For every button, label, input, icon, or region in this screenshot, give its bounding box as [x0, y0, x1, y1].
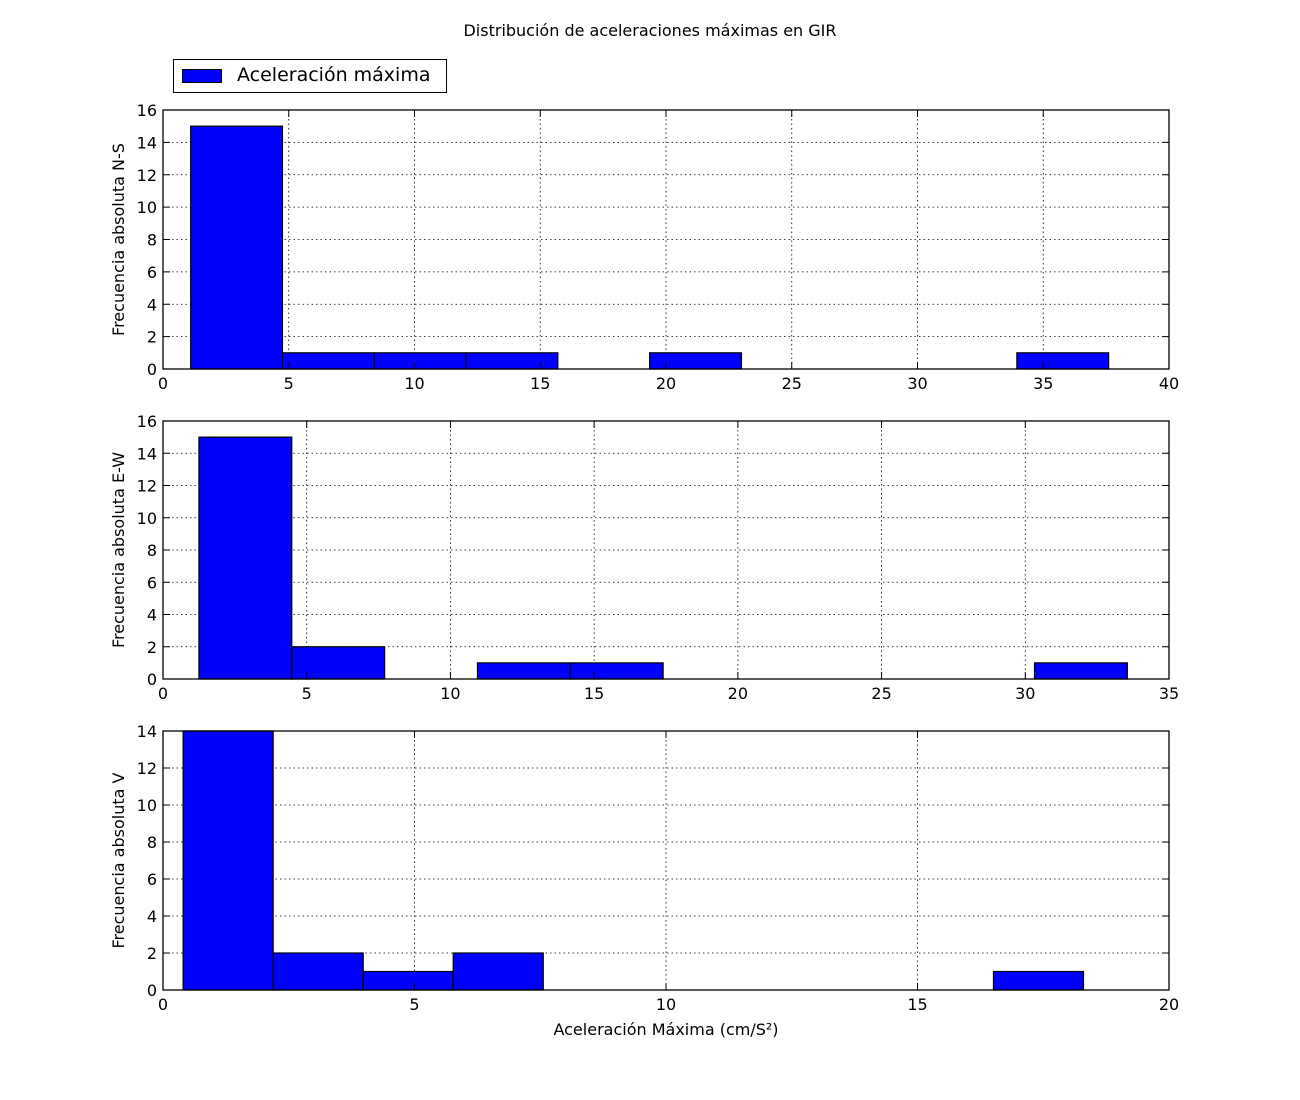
x-tick-label: 5 [409, 995, 419, 1014]
x-tick-label: 20 [656, 374, 676, 393]
y-tick-label: 16 [137, 101, 157, 120]
histogram-bar [1033, 662, 1128, 680]
x-axis-label: Aceleración Máxima (cm/S²) [553, 1020, 778, 1039]
x-tick-label: 15 [530, 374, 550, 393]
histogram-bar [291, 646, 386, 680]
y-tick-label: 4 [147, 295, 157, 314]
histogram-bar [476, 662, 571, 680]
y-tick-label: 4 [147, 907, 157, 926]
histogram-bar [362, 970, 454, 991]
x-tick-label: 10 [404, 374, 424, 393]
histogram-bar [1016, 352, 1110, 370]
x-tick-label: 5 [284, 374, 294, 393]
legend-label: Aceleración máxima [237, 64, 431, 86]
x-tick-label: 10 [656, 995, 676, 1014]
x-tick-label: 0 [158, 995, 168, 1014]
subplot-n-s: 0 5 10 15 20 25 30 35 40 0 2 4 6 8 10 12 14 16 Frecuencia … [109, 101, 1179, 393]
y-tick-label: 2 [147, 328, 157, 347]
histogram-bar [569, 662, 664, 680]
histogram-bar [190, 125, 284, 370]
histogram-bar [373, 352, 467, 370]
figure-title: Distribución de aceleraciones máximas en… [463, 21, 836, 40]
y-tick-label: 14 [137, 444, 157, 463]
histogram-bar [198, 436, 293, 680]
y-tick-label: 8 [147, 833, 157, 852]
y-tick-label: 14 [137, 133, 157, 152]
y-tick-label: 6 [147, 263, 157, 282]
x-tick-label: 0 [158, 684, 168, 703]
y-tick-label: 12 [137, 759, 157, 778]
x-tick-label: 20 [728, 684, 748, 703]
subplots: 0 5 10 15 20 25 30 35 400246810121416Frecuencia … [109, 101, 1179, 1039]
y-axis-label: Frecuencia absoluta V [109, 772, 128, 948]
y-tick-label: 12 [137, 166, 157, 185]
y-tick-label: 12 [137, 477, 157, 496]
x-tick-label: 20 [1159, 995, 1179, 1014]
y-tick-label: 14 [137, 722, 157, 741]
y-tick-label: 8 [147, 231, 157, 250]
histogram-bar [649, 352, 743, 370]
y-tick-label: 6 [147, 573, 157, 592]
x-tick-label: 25 [782, 374, 802, 393]
x-tick-label: 35 [1033, 374, 1053, 393]
histogram-bar [992, 970, 1085, 991]
y-tick-label: 2 [147, 944, 157, 963]
x-tick-label: 15 [907, 995, 927, 1014]
y-tick-label: 8 [147, 541, 157, 560]
histogram-bar [452, 952, 544, 991]
x-tick-label: 15 [584, 684, 604, 703]
histogram-bar [281, 352, 375, 370]
x-tick-label: 0 [158, 374, 168, 393]
x-tick-label: 10 [440, 684, 460, 703]
y-tick-label: 2 [147, 638, 157, 657]
x-tick-label: 35 [1159, 684, 1179, 703]
x-tick-label: 30 [1015, 684, 1035, 703]
y-tick-label: 10 [137, 509, 157, 528]
histogram-bar [272, 952, 364, 991]
x-tick-label: 5 [302, 684, 312, 703]
x-tick-label: 40 [1159, 374, 1179, 393]
y-tick-label: 10 [137, 198, 157, 217]
x-tick-label: 30 [907, 374, 927, 393]
y-axis-label: Frecuencia absoluta N-S [109, 143, 128, 336]
axes-frame [162, 730, 1170, 991]
histogram-bar [182, 730, 274, 991]
histogram-bar [465, 352, 559, 370]
y-tick-label: 4 [147, 606, 157, 625]
y-tick-label: 6 [147, 870, 157, 889]
legend-swatch [182, 69, 222, 83]
y-tick-label: 0 [147, 360, 157, 379]
legend: Aceleración máxima [173, 59, 447, 93]
y-tick-label: 16 [137, 412, 157, 431]
y-axis-label: Frecuencia absoluta E-W [109, 452, 128, 648]
y-tick-label: 10 [137, 796, 157, 815]
subplot-e-w: 0 5 10 15 20 25 30 35 0 2 4 6 8 10 12 14 16 Frecuencia ab… [109, 412, 1179, 703]
y-tick-label: 0 [147, 981, 157, 1000]
x-tick-label: 25 [871, 684, 891, 703]
y-tick-label: 0 [147, 670, 157, 689]
subplot-v: 0 5 10 15 20 0 2 4 6 8 10 12 14 Frecuencia absoluta V… [109, 722, 1179, 1039]
